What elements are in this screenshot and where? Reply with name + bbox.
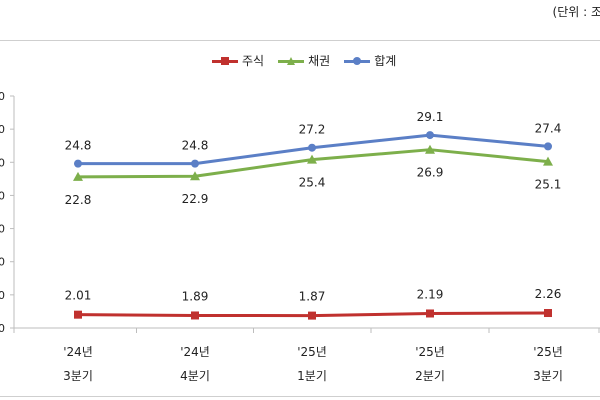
x-tick-label-quarter: 2분기 — [415, 369, 445, 383]
data-label: 22.9 — [182, 192, 209, 206]
x-tick-label-year: '25년 — [415, 345, 445, 359]
y-tick-label: 0 — [0, 123, 5, 136]
x-tick-label-year: '25년 — [533, 345, 563, 359]
data-point-marker — [191, 159, 199, 168]
top-divider — [0, 40, 600, 41]
legend-item-bonds: 채권 — [278, 52, 330, 69]
x-tick-label-year: '25년 — [297, 345, 327, 359]
legend: 주식 채권 합계 — [212, 52, 396, 69]
data-point-marker — [74, 310, 82, 319]
y-tick-label: 0 — [0, 156, 5, 169]
data-label: 24.8 — [65, 139, 92, 153]
x-tick-label-quarter: 1분기 — [297, 369, 327, 383]
y-tick-label: 0 — [0, 90, 5, 103]
data-point-marker — [190, 171, 200, 181]
legend-label-bonds: 채권 — [308, 54, 331, 68]
data-label: 26.9 — [417, 166, 444, 180]
legend-swatch-stocks — [212, 56, 238, 66]
legend-swatch-bonds — [278, 56, 305, 66]
legend-label-stocks: 주식 — [242, 54, 265, 68]
y-tick-label: 0 — [0, 289, 5, 302]
data-point-marker — [543, 156, 553, 166]
x-tick-label-year: '24년 — [180, 345, 210, 359]
data-label: 27.4 — [535, 121, 562, 135]
x-tick-label-quarter: 3분기 — [63, 369, 93, 383]
data-label: 2.19 — [417, 287, 444, 301]
data-point-marker — [308, 311, 316, 320]
data-label: 29.1 — [417, 110, 444, 124]
data-label: 22.8 — [65, 193, 92, 207]
data-point-marker — [73, 171, 83, 181]
legend-swatch-total — [344, 56, 371, 66]
legend-item-stocks: 주식 — [212, 52, 264, 69]
x-tick-label-quarter: 4분기 — [180, 369, 210, 383]
data-label: 2.26 — [535, 287, 562, 301]
y-tick-label: 0 — [0, 223, 5, 236]
data-point-marker — [426, 309, 434, 318]
data-point-marker — [425, 144, 435, 154]
data-label: 1.87 — [299, 290, 326, 304]
data-point-marker — [74, 159, 82, 168]
data-label: 27.2 — [299, 123, 326, 137]
y-tick-label: 0 — [0, 256, 5, 269]
legend-label-total: 합계 — [374, 54, 397, 68]
data-label: 1.89 — [182, 289, 209, 303]
data-point-marker — [544, 309, 552, 318]
data-label: 2.01 — [65, 289, 92, 303]
data-label: 24.8 — [182, 139, 209, 153]
bottom-divider — [0, 396, 600, 397]
data-point-marker — [426, 131, 434, 140]
x-tick-label-year: '24년 — [63, 345, 93, 359]
data-point-marker — [544, 142, 552, 151]
x-tick-label-quarter: 3분기 — [533, 369, 563, 383]
unit-note: (단위 : 조 — [552, 5, 600, 19]
data-point-marker — [307, 154, 317, 164]
data-point-marker — [308, 143, 316, 152]
y-tick-label: 0 — [0, 189, 5, 202]
y-tick-label: 0 — [0, 322, 5, 335]
legend-item-total: 합계 — [344, 52, 396, 69]
data-point-marker — [191, 311, 199, 320]
data-label: 25.4 — [299, 176, 326, 190]
data-label: 25.1 — [535, 178, 562, 192]
